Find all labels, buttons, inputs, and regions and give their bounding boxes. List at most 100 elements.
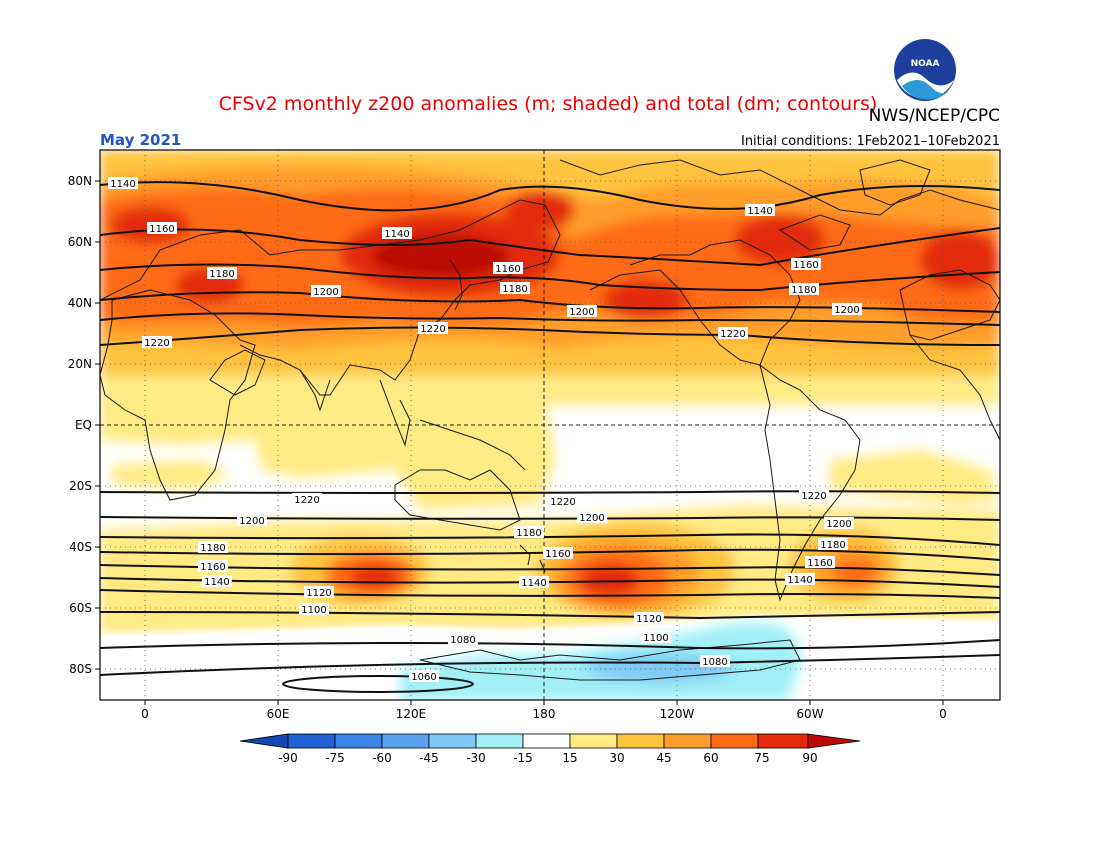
contour-label-n1140a: 1140	[108, 177, 138, 190]
svg-text:1180: 1180	[200, 543, 225, 554]
positive-anomaly-shading	[100, 150, 1000, 635]
colorbar-labels: -90 -75 -60 -45 -30 -15 15 30 45 60 75 9…	[278, 751, 817, 765]
lat-label-20n: 20N	[68, 357, 92, 371]
lat-label-40n: 40N	[68, 296, 92, 310]
colorbar-label: 45	[656, 751, 671, 765]
svg-text:1080: 1080	[450, 635, 475, 646]
contour-label-n1180b: 1180	[500, 282, 530, 295]
colorbar	[239, 733, 861, 749]
lon-label-0: 0	[141, 707, 149, 721]
contour-label-s1160b: 1160	[543, 547, 573, 560]
colorbar-label: -15	[513, 751, 533, 765]
svg-text:1180: 1180	[516, 528, 541, 539]
equator-dateline	[100, 150, 1000, 700]
lat-label-80s: 80S	[69, 662, 92, 676]
colorbar-label: 60	[703, 751, 718, 765]
contour-label-n1200b: 1200	[567, 305, 597, 318]
svg-text:1200: 1200	[834, 305, 859, 316]
colorbar-label: -90	[278, 751, 298, 765]
contour-label-n1220b: 1220	[418, 322, 448, 335]
axis-ticks	[95, 180, 944, 705]
svg-text:1180: 1180	[820, 540, 845, 551]
svg-text:1140: 1140	[110, 179, 135, 190]
colorbar-label: -75	[325, 751, 345, 765]
lat-label-60n: 60N	[68, 235, 92, 249]
contour-label-s1080a: 1080	[448, 633, 478, 646]
contour-label-n1140b: 1140	[382, 227, 412, 240]
lon-label-0-east: 0	[939, 707, 947, 721]
contour-label-s1180c: 1180	[818, 538, 848, 551]
svg-text:1140: 1140	[521, 578, 546, 589]
contour-label-s1120b: 1120	[634, 612, 664, 625]
contour-label-s1220b: 1220	[548, 495, 578, 508]
noaa-logo-text: NOAA	[911, 59, 940, 69]
contour-label-s1140c: 1140	[785, 573, 815, 586]
svg-text:1200: 1200	[826, 519, 851, 530]
contour-label-s1200b: 1200	[577, 511, 607, 524]
contour-label-s1140a: 1140	[202, 575, 232, 588]
agency-label: NWS/NCEP/CPC	[869, 106, 1000, 126]
contour-label-n1220c: 1220	[718, 327, 748, 340]
svg-text:1200: 1200	[579, 513, 604, 524]
lat-label-eq: EQ	[75, 418, 92, 432]
svg-text:1160: 1160	[807, 558, 832, 569]
svg-text:1160: 1160	[495, 264, 520, 275]
svg-text:1120: 1120	[306, 588, 331, 599]
lon-label-180: 180	[533, 707, 556, 721]
contour-label-s1080b: 1080	[700, 655, 730, 668]
colorbar-label: 15	[562, 751, 577, 765]
coastlines	[100, 159, 1000, 681]
contour-label-n1180c: 1180	[789, 283, 819, 296]
latitude-labels: 80N 60N 40N 20N EQ 20S 40S 60S 80S	[68, 174, 92, 676]
contour-label-s1160c: 1160	[805, 556, 835, 569]
colorbar-label: 90	[802, 751, 817, 765]
svg-text:1080: 1080	[702, 657, 727, 668]
forecast-month: May 2021	[100, 131, 181, 149]
svg-text:1100: 1100	[301, 605, 326, 616]
chart-title: CFSv2 monthly z200 anomalies (m; shaded)…	[219, 93, 878, 115]
contour-label-s1160a: 1160	[198, 560, 228, 573]
svg-text:1140: 1140	[384, 229, 409, 240]
svg-text:1160: 1160	[545, 549, 570, 560]
svg-text:1180: 1180	[502, 284, 527, 295]
svg-text:1180: 1180	[209, 269, 234, 280]
noaa-logo: NOAA	[894, 39, 956, 101]
contour-label-n1160c: 1160	[791, 258, 821, 271]
svg-text:1220: 1220	[720, 329, 745, 340]
contour-label-s1220a: 1220	[292, 493, 322, 506]
lat-label-20s: 20S	[69, 479, 92, 493]
colorbar-label: -60	[372, 751, 392, 765]
colorbar-label: -45	[419, 751, 439, 765]
contour-label-s1180b: 1180	[514, 526, 544, 539]
svg-text:1160: 1160	[200, 562, 225, 573]
lon-label-60w: 60W	[796, 707, 823, 721]
contour-label-s1100a: 1100	[299, 603, 329, 616]
svg-text:1200: 1200	[239, 516, 264, 527]
contour-label-n1200c: 1200	[832, 303, 862, 316]
svg-text:1220: 1220	[144, 338, 169, 349]
svg-text:1200: 1200	[313, 287, 338, 298]
lon-label-60e: 60E	[267, 707, 290, 721]
contour-label-s1140b: 1140	[519, 576, 549, 589]
colorbar-label: -30	[466, 751, 486, 765]
svg-text:1140: 1140	[787, 575, 812, 586]
contour-label-s1200a: 1200	[237, 514, 267, 527]
svg-text:1220: 1220	[294, 495, 319, 506]
contour-label-s1200c: 1200	[824, 517, 854, 530]
lat-label-80n: 80N	[68, 174, 92, 188]
contour-label-n1160b: 1160	[493, 262, 523, 275]
contour-label-n1220a: 1220	[142, 336, 172, 349]
svg-text:1100: 1100	[643, 633, 668, 644]
contour-label-s1180a: 1180	[198, 541, 228, 554]
contour-labels: 1140 1160 1180 1200 1220 1140 1160 1180 …	[108, 177, 862, 683]
svg-text:1220: 1220	[801, 491, 826, 502]
svg-text:1140: 1140	[204, 577, 229, 588]
initial-conditions: Initial conditions: 1Feb2021–10Feb2021	[741, 134, 1000, 149]
contour-label-n1160a: 1160	[147, 222, 177, 235]
longitude-labels: 0 60E 120E 180 120W 60W 0	[141, 707, 947, 721]
svg-text:1120: 1120	[636, 614, 661, 625]
svg-text:1220: 1220	[420, 324, 445, 335]
lon-label-120e: 120E	[396, 707, 427, 721]
svg-text:1160: 1160	[793, 260, 818, 271]
